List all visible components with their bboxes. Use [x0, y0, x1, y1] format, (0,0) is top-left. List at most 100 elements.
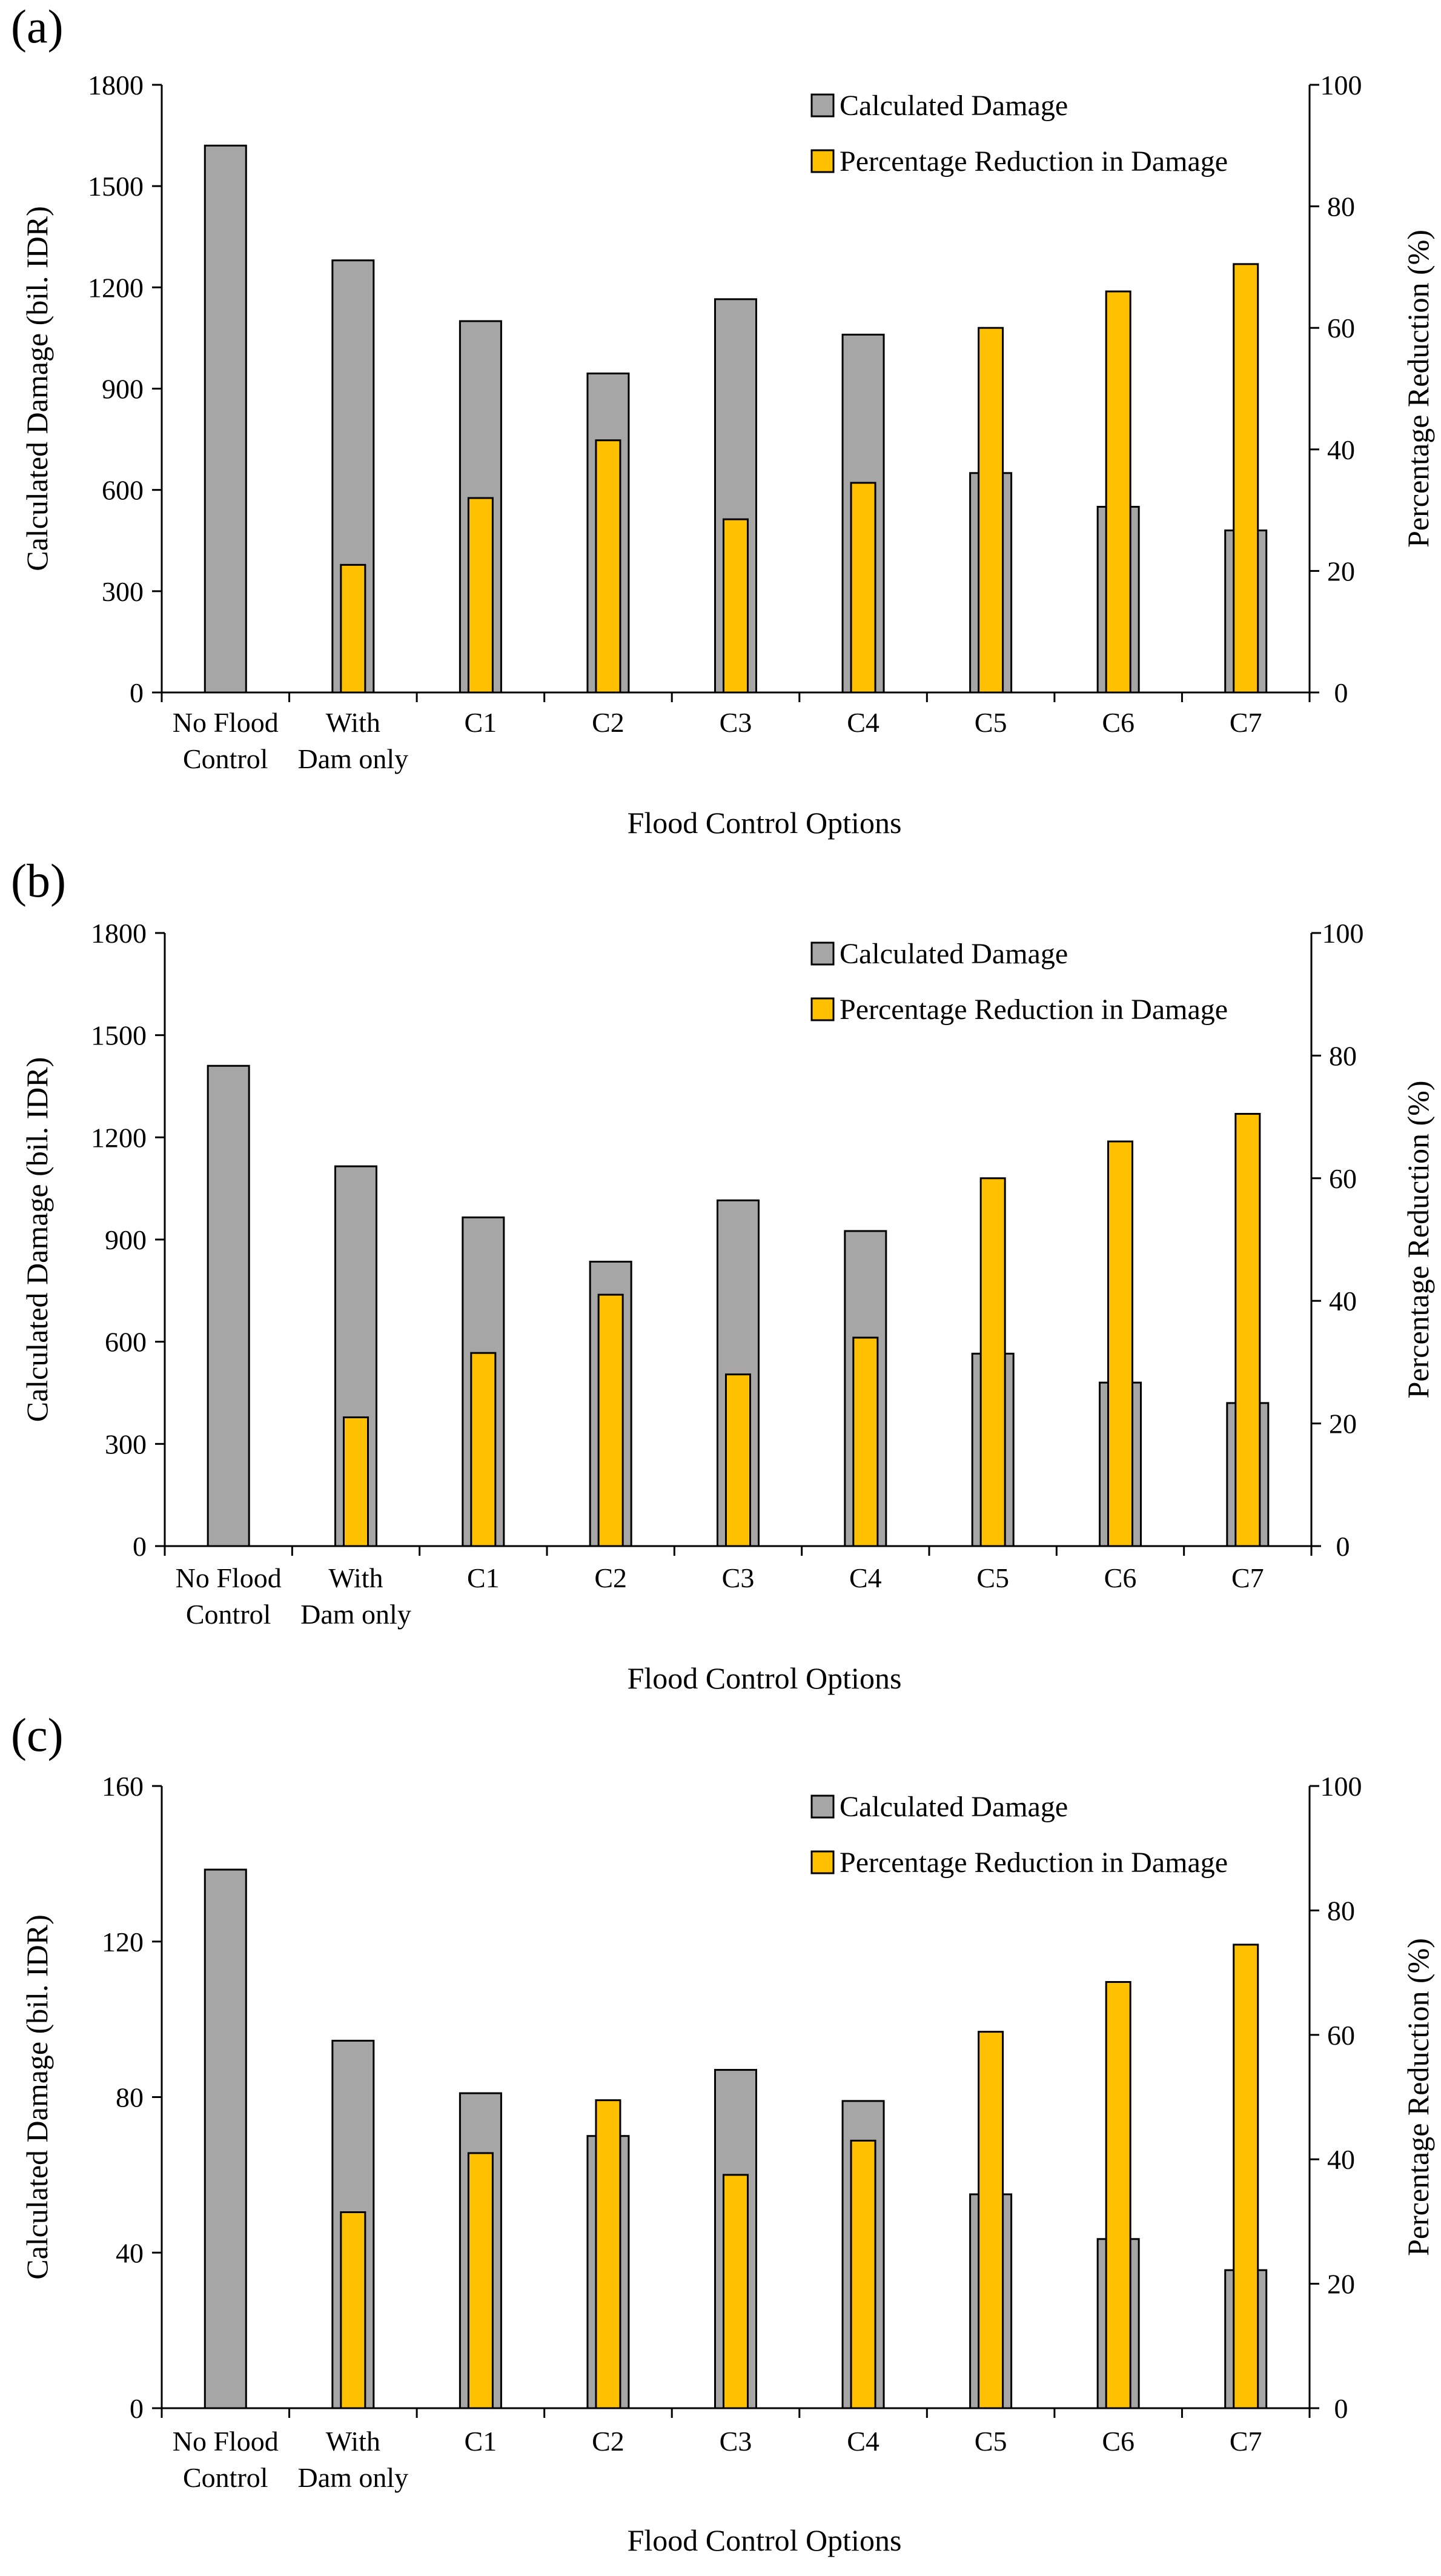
legend-swatch-reduction — [810, 149, 835, 173]
y-tick-label: 160 — [102, 1771, 144, 1802]
y-axis-title: Calculated Damage (bil. IDR) — [20, 1914, 54, 2280]
x-category-label: C6 — [1102, 2426, 1135, 2457]
reduction-bar — [340, 2211, 366, 2409]
x-category-label: C5 — [975, 707, 1007, 738]
y2-tick-label: 80 — [1327, 191, 1355, 222]
y2-axis-title: Percentage Reduction (%) — [1401, 1081, 1435, 1399]
x-category-label: Dam only — [297, 743, 408, 774]
y-tick-label: 0 — [130, 677, 144, 708]
chart-panel-2: (b) 0 300 600 900 1200 1500 1800 0 20 40 60 80 100 No … — [11, 854, 1435, 1695]
y2-axis-title: Percentage Reduction (%) — [1401, 1938, 1435, 2256]
y2-tick-label: 80 — [1327, 1895, 1355, 1926]
x-category-label: C4 — [847, 707, 880, 738]
y2-axis-title: Percentage Reduction (%) — [1401, 230, 1435, 548]
legend-label-reduction: Percentage Reduction in Damage — [840, 994, 1228, 1026]
reduction-bar — [723, 2174, 749, 2409]
legend-swatch-reduction — [810, 1850, 835, 1874]
y2-tick-label: 60 — [1327, 2020, 1355, 2051]
legend-label-damage: Calculated Damage — [840, 90, 1068, 122]
x-category-label: With — [326, 707, 380, 738]
x-category-label: C2 — [592, 2426, 624, 2457]
reduction-bar — [1105, 1981, 1131, 2409]
damage-bar — [204, 144, 247, 694]
x-category-label: With — [328, 1562, 383, 1593]
y2-tick-label: 40 — [1329, 1286, 1357, 1316]
legend-label-damage: Calculated Damage — [840, 1791, 1068, 1823]
x-category-label: C2 — [592, 707, 624, 738]
reduction-bar — [1105, 290, 1131, 694]
y-axis-title: Calculated Damage (bil. IDR) — [20, 1057, 54, 1422]
x-category-label: Control — [183, 743, 268, 774]
y2-tick-label: 0 — [1334, 2393, 1348, 2424]
y2-tick-label: 40 — [1327, 434, 1355, 465]
y2-tick-label: 60 — [1327, 313, 1355, 344]
reduction-bar — [1234, 1113, 1261, 1547]
y-tick-label: 40 — [116, 2237, 144, 2268]
x-category-label: C4 — [849, 1562, 882, 1593]
reduction-bar — [467, 2152, 494, 2409]
panel-label: (c) — [11, 1708, 64, 1761]
legend-swatch-reduction — [810, 997, 835, 1021]
reduction-bar — [1233, 1944, 1259, 2409]
reduction-bar — [725, 1373, 751, 1547]
x-category-label: Control — [186, 1599, 271, 1630]
x-category-label: C7 — [1231, 1562, 1264, 1593]
x-category-label: C4 — [847, 2426, 880, 2457]
x-category-label: C3 — [720, 707, 752, 738]
reduction-bar — [850, 482, 876, 694]
y2-tick-label: 20 — [1329, 1409, 1357, 1439]
x-category-label: C1 — [467, 1562, 500, 1593]
y-tick-label: 0 — [130, 2393, 144, 2424]
y2-tick-label: 100 — [1320, 70, 1362, 101]
reduction-bar — [978, 327, 1004, 694]
reduction-bar — [595, 439, 621, 694]
damage-bar — [207, 1064, 250, 1547]
x-axis-title: Flood Control Options — [628, 2523, 902, 2557]
reduction-bar — [595, 2099, 621, 2409]
x-category-label: C1 — [465, 707, 497, 738]
y2-tick-label: 0 — [1336, 1531, 1350, 1562]
reduction-bar — [470, 1352, 497, 1547]
reduction-bar — [723, 518, 749, 694]
y-tick-label: 80 — [116, 2082, 144, 2113]
x-axis-title: Flood Control Options — [628, 806, 902, 840]
legend-swatch-damage — [810, 1794, 835, 1819]
legend-label-reduction: Percentage Reduction in Damage — [840, 1847, 1228, 1879]
y-tick-label: 1200 — [88, 272, 144, 303]
x-category-label: C7 — [1230, 707, 1262, 738]
y-tick-label: 1500 — [91, 1020, 147, 1051]
y2-tick-label: 60 — [1329, 1163, 1357, 1194]
y2-tick-label: 20 — [1327, 556, 1355, 586]
reduction-bar — [340, 563, 366, 694]
x-category-label: With — [326, 2426, 380, 2457]
x-category-label: Control — [183, 2462, 268, 2493]
reduction-bar — [852, 1336, 879, 1547]
reduction-bar — [978, 2031, 1004, 2409]
reduction-bar — [1107, 1140, 1133, 1547]
panel-label: (a) — [11, 0, 64, 53]
y-tick-label: 120 — [102, 1927, 144, 1957]
reduction-bar — [467, 497, 494, 694]
x-axis-title: Flood Control Options — [628, 1661, 902, 1695]
panel-label: (b) — [11, 854, 66, 907]
x-category-label: Dam only — [297, 2462, 408, 2493]
y-tick-label: 1800 — [88, 70, 144, 101]
legend-label-damage: Calculated Damage — [840, 938, 1068, 970]
x-category-label: C6 — [1102, 707, 1135, 738]
legend-swatch-damage — [810, 93, 835, 118]
x-category-label: C7 — [1230, 2426, 1262, 2457]
y2-tick-label: 40 — [1327, 2144, 1355, 2175]
y2-tick-label: 100 — [1320, 1771, 1362, 1802]
y-tick-label: 300 — [102, 576, 144, 607]
reduction-bar — [979, 1177, 1006, 1547]
y2-tick-label: 100 — [1322, 918, 1364, 949]
y-tick-label: 1200 — [91, 1122, 147, 1153]
x-category-label: Dam only — [300, 1599, 411, 1630]
legend-swatch-damage — [810, 941, 835, 966]
x-category-label: No Flood — [173, 707, 279, 738]
x-category-label: C5 — [976, 1562, 1009, 1593]
y-tick-label: 1800 — [91, 918, 147, 949]
y-tick-label: 900 — [102, 374, 144, 405]
x-category-label: No Flood — [176, 1562, 282, 1593]
